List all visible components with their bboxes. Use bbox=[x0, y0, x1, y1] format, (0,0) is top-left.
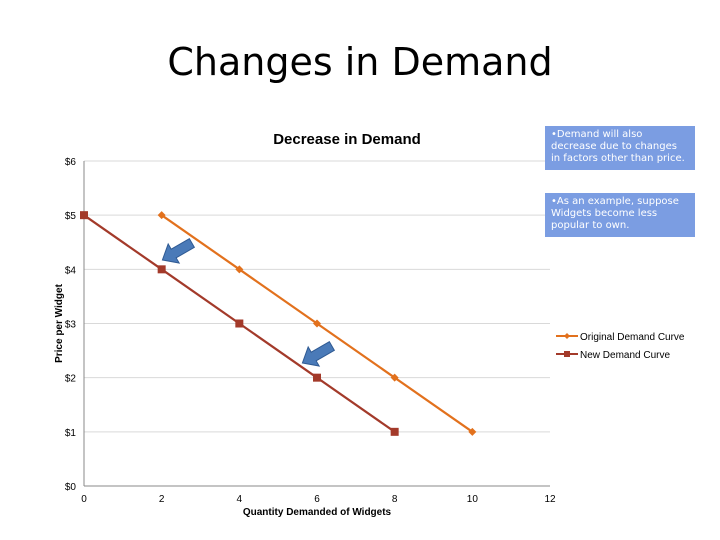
y-tick-label: $6 bbox=[65, 157, 77, 168]
x-tick-label: 10 bbox=[467, 494, 479, 505]
data-point bbox=[157, 211, 166, 220]
data-point bbox=[468, 427, 477, 436]
data-point bbox=[313, 373, 321, 382]
legend-label: Original Demand Curve bbox=[580, 332, 685, 343]
legend-marker bbox=[564, 351, 570, 357]
arrow-shape bbox=[161, 237, 196, 264]
data-point bbox=[390, 373, 399, 382]
y-axis-label: Price per Widget bbox=[54, 283, 65, 362]
y-tick-label: $2 bbox=[65, 374, 77, 385]
x-tick-label: 4 bbox=[237, 494, 243, 505]
x-tick-label: 12 bbox=[544, 494, 556, 505]
data-point bbox=[313, 319, 321, 328]
y-tick-label: $5 bbox=[65, 211, 77, 222]
data-point bbox=[235, 319, 244, 328]
arrow-shape bbox=[301, 340, 336, 367]
slide-title: Changes in Demand bbox=[167, 40, 553, 84]
data-point bbox=[80, 211, 88, 220]
arrow-icon bbox=[301, 340, 336, 367]
legend-marker bbox=[564, 333, 570, 339]
data-point bbox=[235, 265, 244, 274]
x-tick-label: 8 bbox=[392, 494, 398, 505]
x-tick-label: 2 bbox=[159, 494, 165, 505]
y-tick-label: $1 bbox=[65, 428, 77, 439]
data-point bbox=[390, 427, 399, 436]
data-point bbox=[157, 265, 166, 274]
x-tick-label: 6 bbox=[314, 494, 320, 505]
arrow-icon bbox=[161, 237, 196, 264]
y-tick-label: $0 bbox=[65, 482, 77, 493]
y-tick-label: $3 bbox=[65, 320, 77, 331]
note-box-widgets-example: •As an example, suppose Widgets become l… bbox=[545, 193, 695, 237]
x-tick-label: 0 bbox=[81, 494, 87, 505]
y-tick-label: $4 bbox=[65, 265, 77, 276]
chart-title: Decrease in Demand bbox=[273, 131, 421, 148]
note-box-demand-factors: •Demand will also decrease due to change… bbox=[545, 126, 695, 170]
x-axis-label: Quantity Demanded of Widgets bbox=[243, 507, 392, 518]
legend-label: New Demand Curve bbox=[580, 350, 670, 361]
